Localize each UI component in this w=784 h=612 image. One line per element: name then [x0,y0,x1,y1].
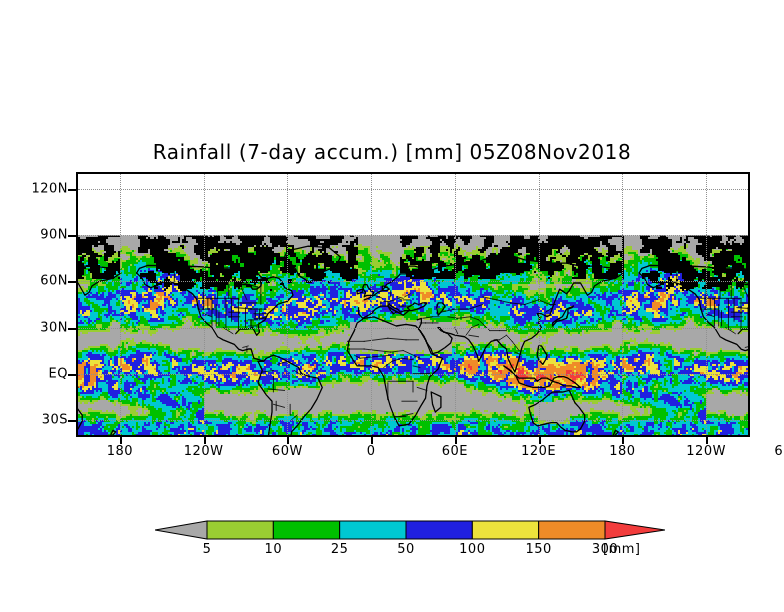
colorbar-extend-low [155,520,208,540]
y-tick-mark [68,373,76,376]
y-tick-label-90n: 90N [40,227,68,243]
colorbar-tick-5: 5 [202,542,212,557]
page-title: Rainfall (7-day accum.) [mm] 05Z08Nov201… [152,140,632,164]
colorbar-bin-2 [272,520,341,540]
colorbar-swatches [155,520,665,540]
x-tick-label-2: 60W [271,444,303,459]
colorbar-bin-4 [405,520,473,540]
x-tick-mark [538,437,541,444]
x-tick-mark [203,437,206,444]
x-tick-label-7: 120W [686,444,726,459]
y-tick-mark [68,327,76,330]
x-tick-mark [622,437,625,444]
x-tick-mark [371,437,374,444]
colorbar-bin-6 [538,520,606,540]
colorbar-tick-25: 25 [330,542,349,557]
colorbar-bin-5 [471,520,540,540]
x-tick-label-5: 120E [521,444,557,459]
rainfall-heatmap-canvas [78,174,748,435]
y-tick-mark [68,419,76,422]
x-tick-label-4: 60E [441,444,469,459]
colorbar-tick-100: 100 [459,542,486,557]
colorbar-tick-50: 50 [397,542,415,557]
colorbar-bin-1 [206,520,274,540]
y-tick-label-60n: 60N [40,273,68,289]
x-tick-label-6: 180 [609,444,636,459]
y-tick-label-120n: 120N [31,181,68,197]
colorbar-extend-high [604,520,665,540]
colorbar-tick-10: 10 [264,542,283,557]
colorbar-tick-300: 300 [591,542,619,557]
y-tick-label-30n: 30N [40,320,68,336]
x-tick-mark [454,437,457,444]
y-tick-mark [68,189,76,192]
x-tick-mark [287,437,290,444]
x-tick-label-3: 0 [366,444,376,459]
x-tick-mark [119,437,122,444]
x-tick-label-1: 120W [183,444,224,459]
x-tick-label-0: 180 [106,444,134,459]
y-tick-mark [68,281,76,284]
y-tick-label-eq: EQ [48,366,68,382]
colorbar[interactable]: 5 10 25 50 100 150 300 [mm] [155,518,665,570]
colorbar-tick-150: 150 [525,542,552,557]
colorbar-bin-3 [339,520,407,540]
x-tick-mark [706,437,709,444]
colorbar-units-label: [mm] [603,542,641,557]
y-tick-label-30s: 30S [41,412,68,428]
map-plot-area[interactable] [76,172,750,437]
y-tick-mark [68,235,76,238]
x-tick-label-8: 60W [774,444,784,459]
